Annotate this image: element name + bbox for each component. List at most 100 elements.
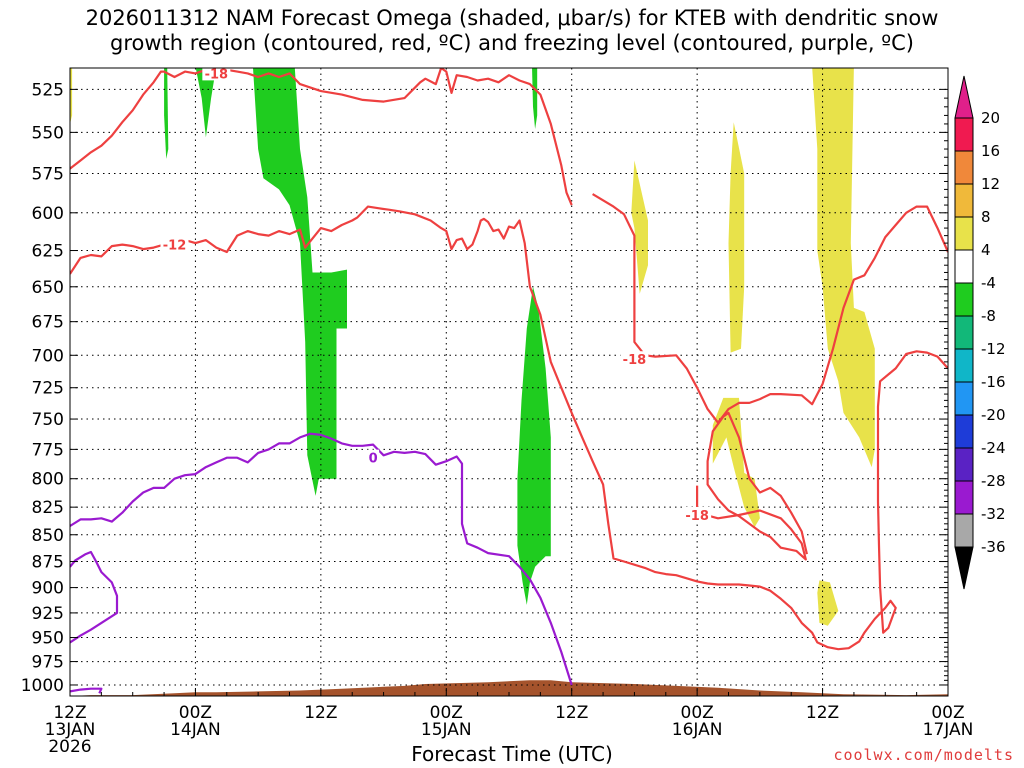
y-tick-label: 925 (32, 604, 64, 624)
omega-area (712, 397, 760, 528)
contour-label-bg (202, 68, 231, 81)
x-axis-label: Forecast Time (UTC) (411, 742, 613, 766)
x-tick-label: 12Z (806, 703, 839, 723)
x-tick-label: 16JAN (672, 720, 723, 740)
omega-area (164, 68, 169, 159)
omega-area (253, 68, 347, 496)
colorbar-label: 12 (981, 175, 1000, 193)
colorbar: 20 16 12 8 4 -4 -8 -12 -16 -20 -24 -28 -32 -36 (954, 75, 1006, 590)
dendritic-contour (70, 205, 948, 651)
y-tick-label: 975 (32, 653, 64, 673)
colorbar-label: 8 (981, 208, 991, 226)
x-tick-label: 12Z (53, 703, 86, 723)
omega-shading (70, 68, 875, 626)
y-tick-label: 600 (32, 204, 64, 224)
credit-text: coolwx.com/modelts (833, 746, 1014, 764)
colorbar-label: -12 (981, 340, 1006, 358)
y-tick-label: 800 (32, 470, 64, 490)
y-tick-label: 900 (32, 579, 64, 599)
x-tick-label: 17JAN (923, 720, 974, 740)
freezing-contour-label: 0 (369, 452, 378, 467)
freezing-contour (70, 550, 119, 644)
colorbar-swatch (954, 447, 974, 482)
colorbar-swatch (954, 348, 974, 383)
colorbar-label: -36 (981, 538, 1006, 556)
contour-label-bg (160, 236, 189, 252)
omega-area (631, 160, 648, 294)
x-tick-label: 00Z (179, 703, 212, 723)
freezing-contour (70, 432, 573, 686)
freezing-contour (70, 687, 103, 694)
x-tick-label: 14JAN (170, 720, 221, 740)
chart-title: 2026011312 NAM Forecast Omega (shaded, μ… (85, 6, 939, 55)
y-tick-label: 675 (32, 313, 64, 333)
contour-label-bg (367, 449, 380, 465)
colorbar-swatch (954, 282, 974, 317)
x-tick-label: 12Z (304, 703, 337, 723)
grid-lines (70, 68, 948, 696)
y-tick-label: 950 (32, 629, 64, 649)
omega-area (195, 68, 217, 138)
colorbar-swatch (954, 150, 974, 185)
colorbar-swatch (954, 414, 974, 449)
x-tick-label: 00Z (681, 703, 714, 723)
y-tick-label: 850 (32, 526, 64, 546)
dendritic-contour-label: -18 (205, 67, 229, 82)
colorbar-bottom-arrow (954, 546, 974, 590)
contour-label-bg (620, 351, 649, 367)
colorbar-label: -24 (981, 439, 1006, 457)
contour-label-bg (683, 506, 712, 522)
dendritic-contour-label: -12 (163, 239, 187, 254)
dendritic-contour-label: -18 (623, 353, 647, 368)
y-tick-label: 525 (32, 80, 64, 100)
dendritic-contour (695, 411, 808, 561)
y-tick-label: 725 (32, 379, 64, 399)
colorbar-swatch (954, 315, 974, 350)
colorbar-label: -16 (981, 373, 1006, 391)
colorbar-label: -32 (981, 505, 1006, 523)
omega-area (728, 122, 745, 353)
x-tick-label: 00Z (430, 703, 463, 723)
dendritic-contour (70, 68, 573, 206)
x-tick-label: 2026 (48, 737, 91, 757)
colorbar-swatch (954, 381, 974, 416)
y-tick-label: 1000 (21, 676, 64, 696)
omega-area (70, 68, 73, 124)
colorbar-label: -8 (981, 307, 996, 325)
y-tick-label: 775 (32, 440, 64, 460)
x-tick-label: 13JAN (45, 720, 96, 740)
plot-frame (69, 67, 949, 697)
omega-area (812, 68, 875, 468)
y-tick-label: 875 (32, 553, 64, 573)
colorbar-label: 4 (981, 241, 991, 259)
y-tick-label: 825 (32, 498, 64, 518)
y-tick-label: 550 (32, 123, 64, 143)
omega-area (517, 286, 551, 605)
x-tick-label: 15JAN (421, 720, 472, 740)
contours: -12 -18 -18 -18 0 (70, 67, 948, 694)
colorbar-top-arrow (954, 75, 974, 119)
y-tick-label: 650 (32, 278, 64, 298)
dendritic-contour-label: -18 (685, 509, 709, 524)
colorbar-swatch (954, 480, 974, 515)
colorbar-label: -20 (981, 406, 1006, 424)
omega-area (532, 68, 538, 129)
y-tick-label: 700 (32, 346, 64, 366)
colorbar-swatch (954, 513, 974, 548)
colorbar-label: -4 (981, 274, 996, 292)
colorbar-swatch (954, 117, 974, 152)
colorbar-label: -28 (981, 472, 1006, 490)
y-tick-label: 575 (32, 164, 64, 184)
colorbar-label: 20 (981, 109, 1000, 127)
y-axis: 525 550 575 600 625 650 675 700 725 750 775 800 825 8… (21, 80, 948, 696)
colorbar-swatch (954, 249, 974, 284)
colorbar-swatch (954, 216, 974, 251)
x-tick-label: 00Z (931, 703, 964, 723)
y-tick-label: 750 (32, 410, 64, 430)
colorbar-label: 16 (981, 142, 1000, 160)
x-tick-label: 12Z (555, 703, 588, 723)
colorbar-swatch (954, 183, 974, 218)
dendritic-contour (592, 193, 948, 424)
